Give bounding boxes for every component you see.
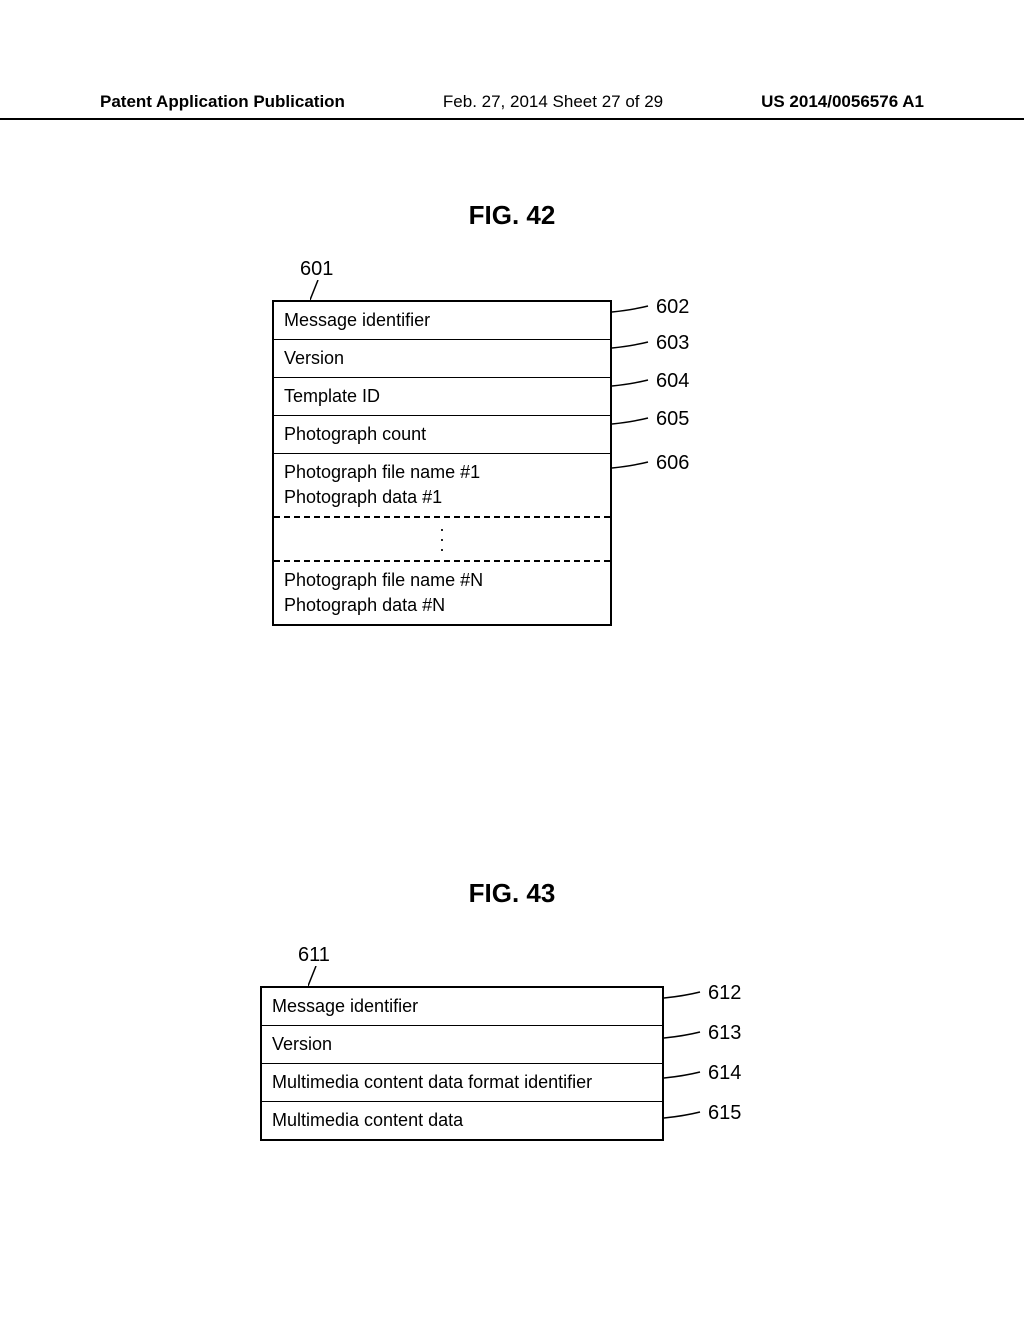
fig43-callout-615: 615 bbox=[708, 1102, 741, 1125]
fig43-callout-612: 612 bbox=[708, 982, 741, 1005]
header-center: Feb. 27, 2014 Sheet 27 of 29 bbox=[443, 92, 663, 112]
fig43-row-content-data: Multimedia content data bbox=[262, 1102, 662, 1139]
fig43-row-version: Version bbox=[262, 1026, 662, 1064]
fig42-top-label: 601 bbox=[300, 258, 333, 281]
fig43-row-message-identifier: Message identifier bbox=[262, 988, 662, 1026]
fig42-title: FIG. 42 bbox=[469, 200, 556, 231]
fig42-callout-605: 605 bbox=[656, 408, 689, 431]
fig42-entry-n: Photograph file name #N Photograph data … bbox=[274, 562, 610, 624]
fig42-row-photograph-count: Photograph count bbox=[274, 416, 610, 454]
fig43-callout-613: 613 bbox=[708, 1022, 741, 1045]
fig43-box: Message identifier Version Multimedia co… bbox=[260, 986, 664, 1141]
fig43-callout-614: 614 bbox=[708, 1062, 741, 1085]
fig42-callout-604: 604 bbox=[656, 370, 689, 393]
fig42-row-version: Version bbox=[274, 340, 610, 378]
fig42-photograph-data-1: Photograph data #1 bbox=[284, 487, 600, 508]
fig42-photograph-data-n: Photograph data #N bbox=[284, 595, 600, 616]
fig42-box: Message identifier Version Template ID P… bbox=[272, 300, 612, 626]
fig42-leaders bbox=[612, 300, 672, 670]
fig42-row-message-identifier: Message identifier bbox=[274, 302, 610, 340]
fig43-top-label: 611 bbox=[298, 944, 330, 967]
header-left: Patent Application Publication bbox=[100, 92, 345, 112]
fig42-entry-1: Photograph file name #1 Photograph data … bbox=[274, 454, 610, 516]
fig43-row-format-identifier: Multimedia content data format identifie… bbox=[262, 1064, 662, 1102]
fig42-row-template-id: Template ID bbox=[274, 378, 610, 416]
header-right: US 2014/0056576 A1 bbox=[761, 92, 924, 112]
fig42-callout-602: 602 bbox=[656, 296, 689, 319]
fig42-photograph-file-name-1: Photograph file name #1 bbox=[284, 462, 600, 483]
fig42-vdots: ··· bbox=[274, 518, 610, 560]
fig42-photograph-file-name-n: Photograph file name #N bbox=[284, 570, 600, 591]
fig42-row-photograph-entries: Photograph file name #1 Photograph data … bbox=[274, 454, 610, 624]
fig42-callout-603: 603 bbox=[656, 332, 689, 355]
fig42-callout-606: 606 bbox=[656, 452, 689, 475]
page-header: Patent Application Publication Feb. 27, … bbox=[0, 92, 1024, 120]
fig43-title: FIG. 43 bbox=[469, 878, 556, 909]
